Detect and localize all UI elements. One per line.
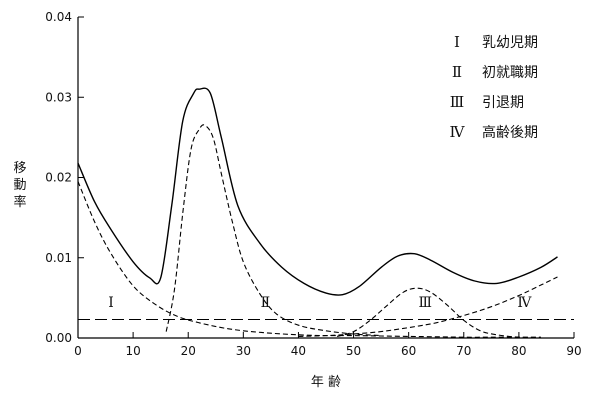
x-axis-title: 年 齢	[311, 375, 341, 390]
x-tick-label: 60	[401, 344, 416, 358]
y-axis-title-char: 移	[13, 161, 26, 176]
legend-numeral: Ⅰ	[454, 33, 460, 51]
region-label: Ⅲ	[418, 295, 432, 311]
y-tick-label: 0.02	[45, 171, 72, 185]
x-tick-label: 50	[346, 344, 361, 358]
series-line-1	[77, 87, 558, 296]
y-tick-label: 0.01	[45, 251, 72, 265]
legend-label: 引退期	[482, 95, 524, 111]
region-label: Ⅱ	[261, 295, 271, 311]
x-tick-label: 40	[291, 344, 306, 358]
series-line-5	[298, 276, 558, 337]
legend-label: 初就職期	[482, 64, 538, 81]
region-label: Ⅳ	[517, 295, 532, 311]
series-layer	[77, 87, 574, 339]
legend: Ⅰ 乳幼児期 Ⅱ 初就職期 Ⅲ 引退期 Ⅳ 高齢後期	[450, 33, 539, 141]
y-axis-title-char: 動	[13, 178, 26, 193]
series-line-2	[77, 181, 541, 338]
x-tick-label: 10	[125, 344, 140, 358]
x-tick-label: 80	[511, 344, 526, 358]
legend-label: 高齢後期	[482, 124, 538, 141]
y-tick-label: 0.04	[45, 10, 72, 24]
y-tick-label: 0.00	[45, 331, 72, 345]
legend-label: 乳幼児期	[482, 35, 538, 51]
series-line-3	[165, 124, 382, 337]
x-tick-label: 0	[74, 344, 82, 358]
x-tick-label: 30	[236, 344, 251, 358]
x-tick-label: 70	[456, 344, 471, 358]
labels-layer: Ⅰ Ⅱ Ⅲ Ⅳ	[108, 295, 532, 311]
x-tick-label: 20	[181, 344, 196, 358]
y-axis-title-char: 率	[13, 194, 26, 210]
series-line-4	[336, 287, 541, 339]
axes: 0 10 20 30 40 50 60 70 80 90 0.00 0.01 0.02 0.03 0.04 年…	[13, 10, 581, 390]
legend-numeral: Ⅲ	[450, 93, 464, 111]
region-label: Ⅰ	[108, 295, 114, 311]
legend-numeral: Ⅳ	[450, 123, 466, 141]
legend-numeral: Ⅱ	[452, 63, 462, 81]
y-tick-label: 0.03	[45, 90, 72, 104]
x-tick-label: 90	[566, 344, 581, 358]
